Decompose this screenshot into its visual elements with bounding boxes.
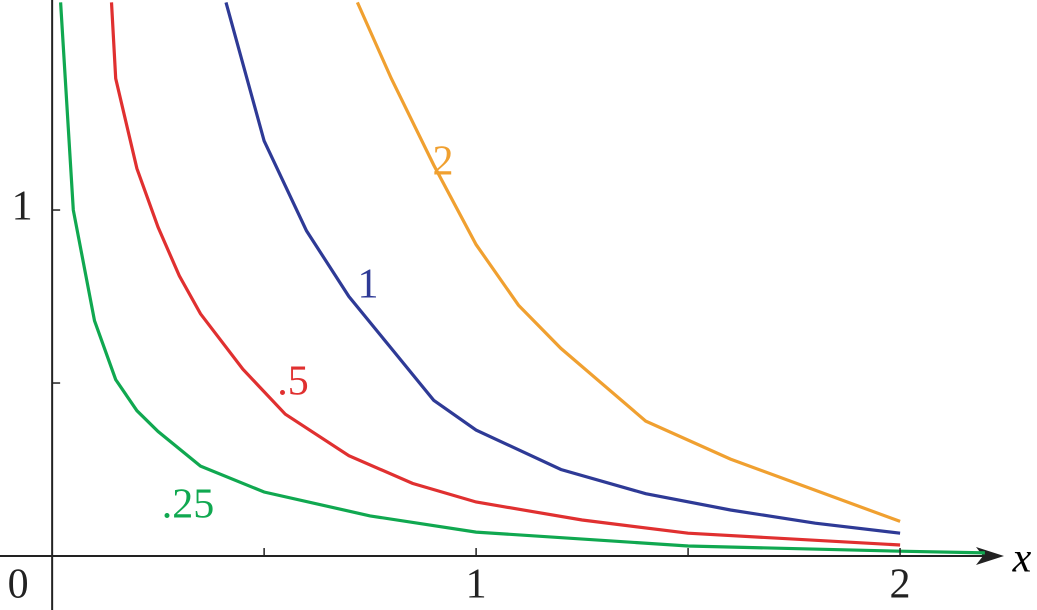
y-tick-label: 1: [12, 184, 33, 230]
curve: [224, 1, 901, 535]
curve-label: 1: [358, 262, 379, 308]
curve: [59, 2, 985, 555]
x-axis-label: x: [1012, 536, 1032, 582]
curve-label: .5: [277, 359, 309, 405]
x-tick-label: 2: [890, 562, 911, 608]
x-tick-label: 1: [466, 562, 487, 608]
curve-label: 2: [433, 139, 454, 185]
curve: [109, 2, 901, 547]
x-tick-label: 0: [8, 562, 29, 608]
curve-label: .25: [162, 482, 215, 528]
curve: [355, 1, 901, 523]
